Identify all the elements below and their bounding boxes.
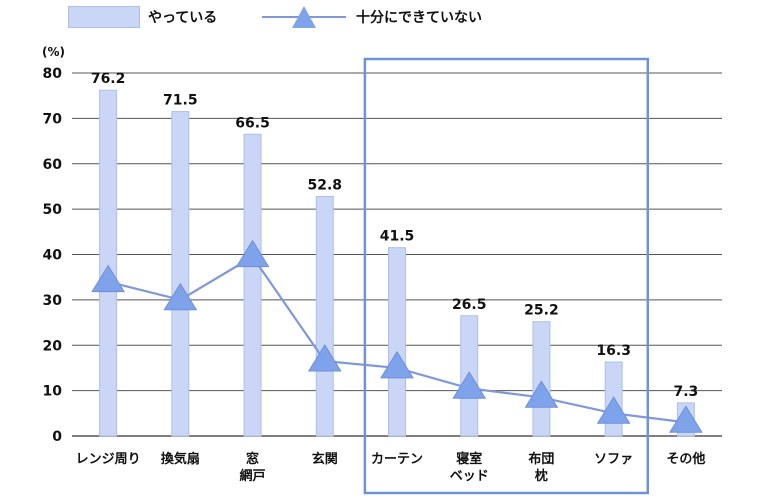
bar-value-label: 71.5 bbox=[163, 93, 198, 109]
bar bbox=[315, 195, 334, 437]
bar-value-label: 16.3 bbox=[596, 343, 631, 359]
bar-value-label: 26.5 bbox=[452, 297, 487, 313]
line-marker bbox=[91, 264, 126, 293]
category-label: ソファ bbox=[594, 452, 633, 467]
legend-bar-swatch bbox=[68, 6, 140, 28]
y-tick-label: 20 bbox=[43, 338, 63, 354]
category-label: 枕 bbox=[535, 468, 548, 484]
y-tick-label: 80 bbox=[43, 66, 63, 82]
y-tick-label: 70 bbox=[43, 111, 63, 127]
legend-bar-label: やっている bbox=[148, 10, 218, 26]
legend-item-bar: やっている bbox=[68, 6, 217, 28]
line-marker bbox=[668, 405, 703, 433]
legend-line-label: 十分にできていない bbox=[356, 10, 482, 26]
triangle-marker-icon bbox=[292, 6, 316, 28]
line-marker bbox=[163, 282, 198, 311]
bar-value-label: 25.2 bbox=[524, 303, 559, 319]
line-marker bbox=[524, 380, 559, 408]
line-marker bbox=[380, 350, 414, 379]
bar bbox=[171, 111, 190, 437]
bar bbox=[99, 89, 118, 437]
y-tick-label: 50 bbox=[43, 202, 63, 218]
line-marker bbox=[596, 396, 631, 424]
category-label: その他 bbox=[666, 451, 705, 467]
line-marker bbox=[452, 371, 487, 399]
bar-value-label: 76.2 bbox=[91, 71, 126, 87]
y-tick-label: 0 bbox=[52, 429, 62, 445]
y-axis-unit-label: (%) bbox=[42, 45, 65, 59]
legend-line-swatch bbox=[262, 6, 346, 28]
legend: やっている 十分にできていない bbox=[0, 0, 767, 40]
y-tick-label: 30 bbox=[43, 293, 63, 309]
category-label: カーテン bbox=[371, 452, 423, 467]
category-label: 寝室 bbox=[456, 451, 482, 467]
category-label: 窓 bbox=[246, 451, 259, 467]
y-tick-label: 60 bbox=[43, 157, 63, 173]
category-label: レンジ周り bbox=[76, 452, 141, 467]
category-label: 換気扇 bbox=[161, 451, 200, 467]
category-label: ベッド bbox=[450, 469, 489, 484]
category-label: 網戸 bbox=[240, 468, 266, 484]
y-tick-label: 10 bbox=[43, 384, 63, 400]
bar-value-label: 52.8 bbox=[308, 177, 343, 193]
legend-item-line: 十分にできていない bbox=[262, 6, 482, 28]
line-marker bbox=[307, 344, 342, 372]
y-tick-label: 40 bbox=[43, 248, 63, 264]
bar bbox=[388, 247, 406, 437]
category-label: 玄関 bbox=[312, 451, 338, 467]
bar-value-label: 7.3 bbox=[673, 384, 698, 400]
bar-value-label: 66.5 bbox=[235, 115, 270, 131]
bar bbox=[532, 321, 551, 437]
category-label: 布団 bbox=[528, 451, 554, 467]
bar bbox=[243, 133, 262, 437]
highlight-box bbox=[363, 57, 650, 495]
bar-value-label: 41.5 bbox=[380, 229, 415, 245]
line-marker bbox=[235, 239, 270, 268]
